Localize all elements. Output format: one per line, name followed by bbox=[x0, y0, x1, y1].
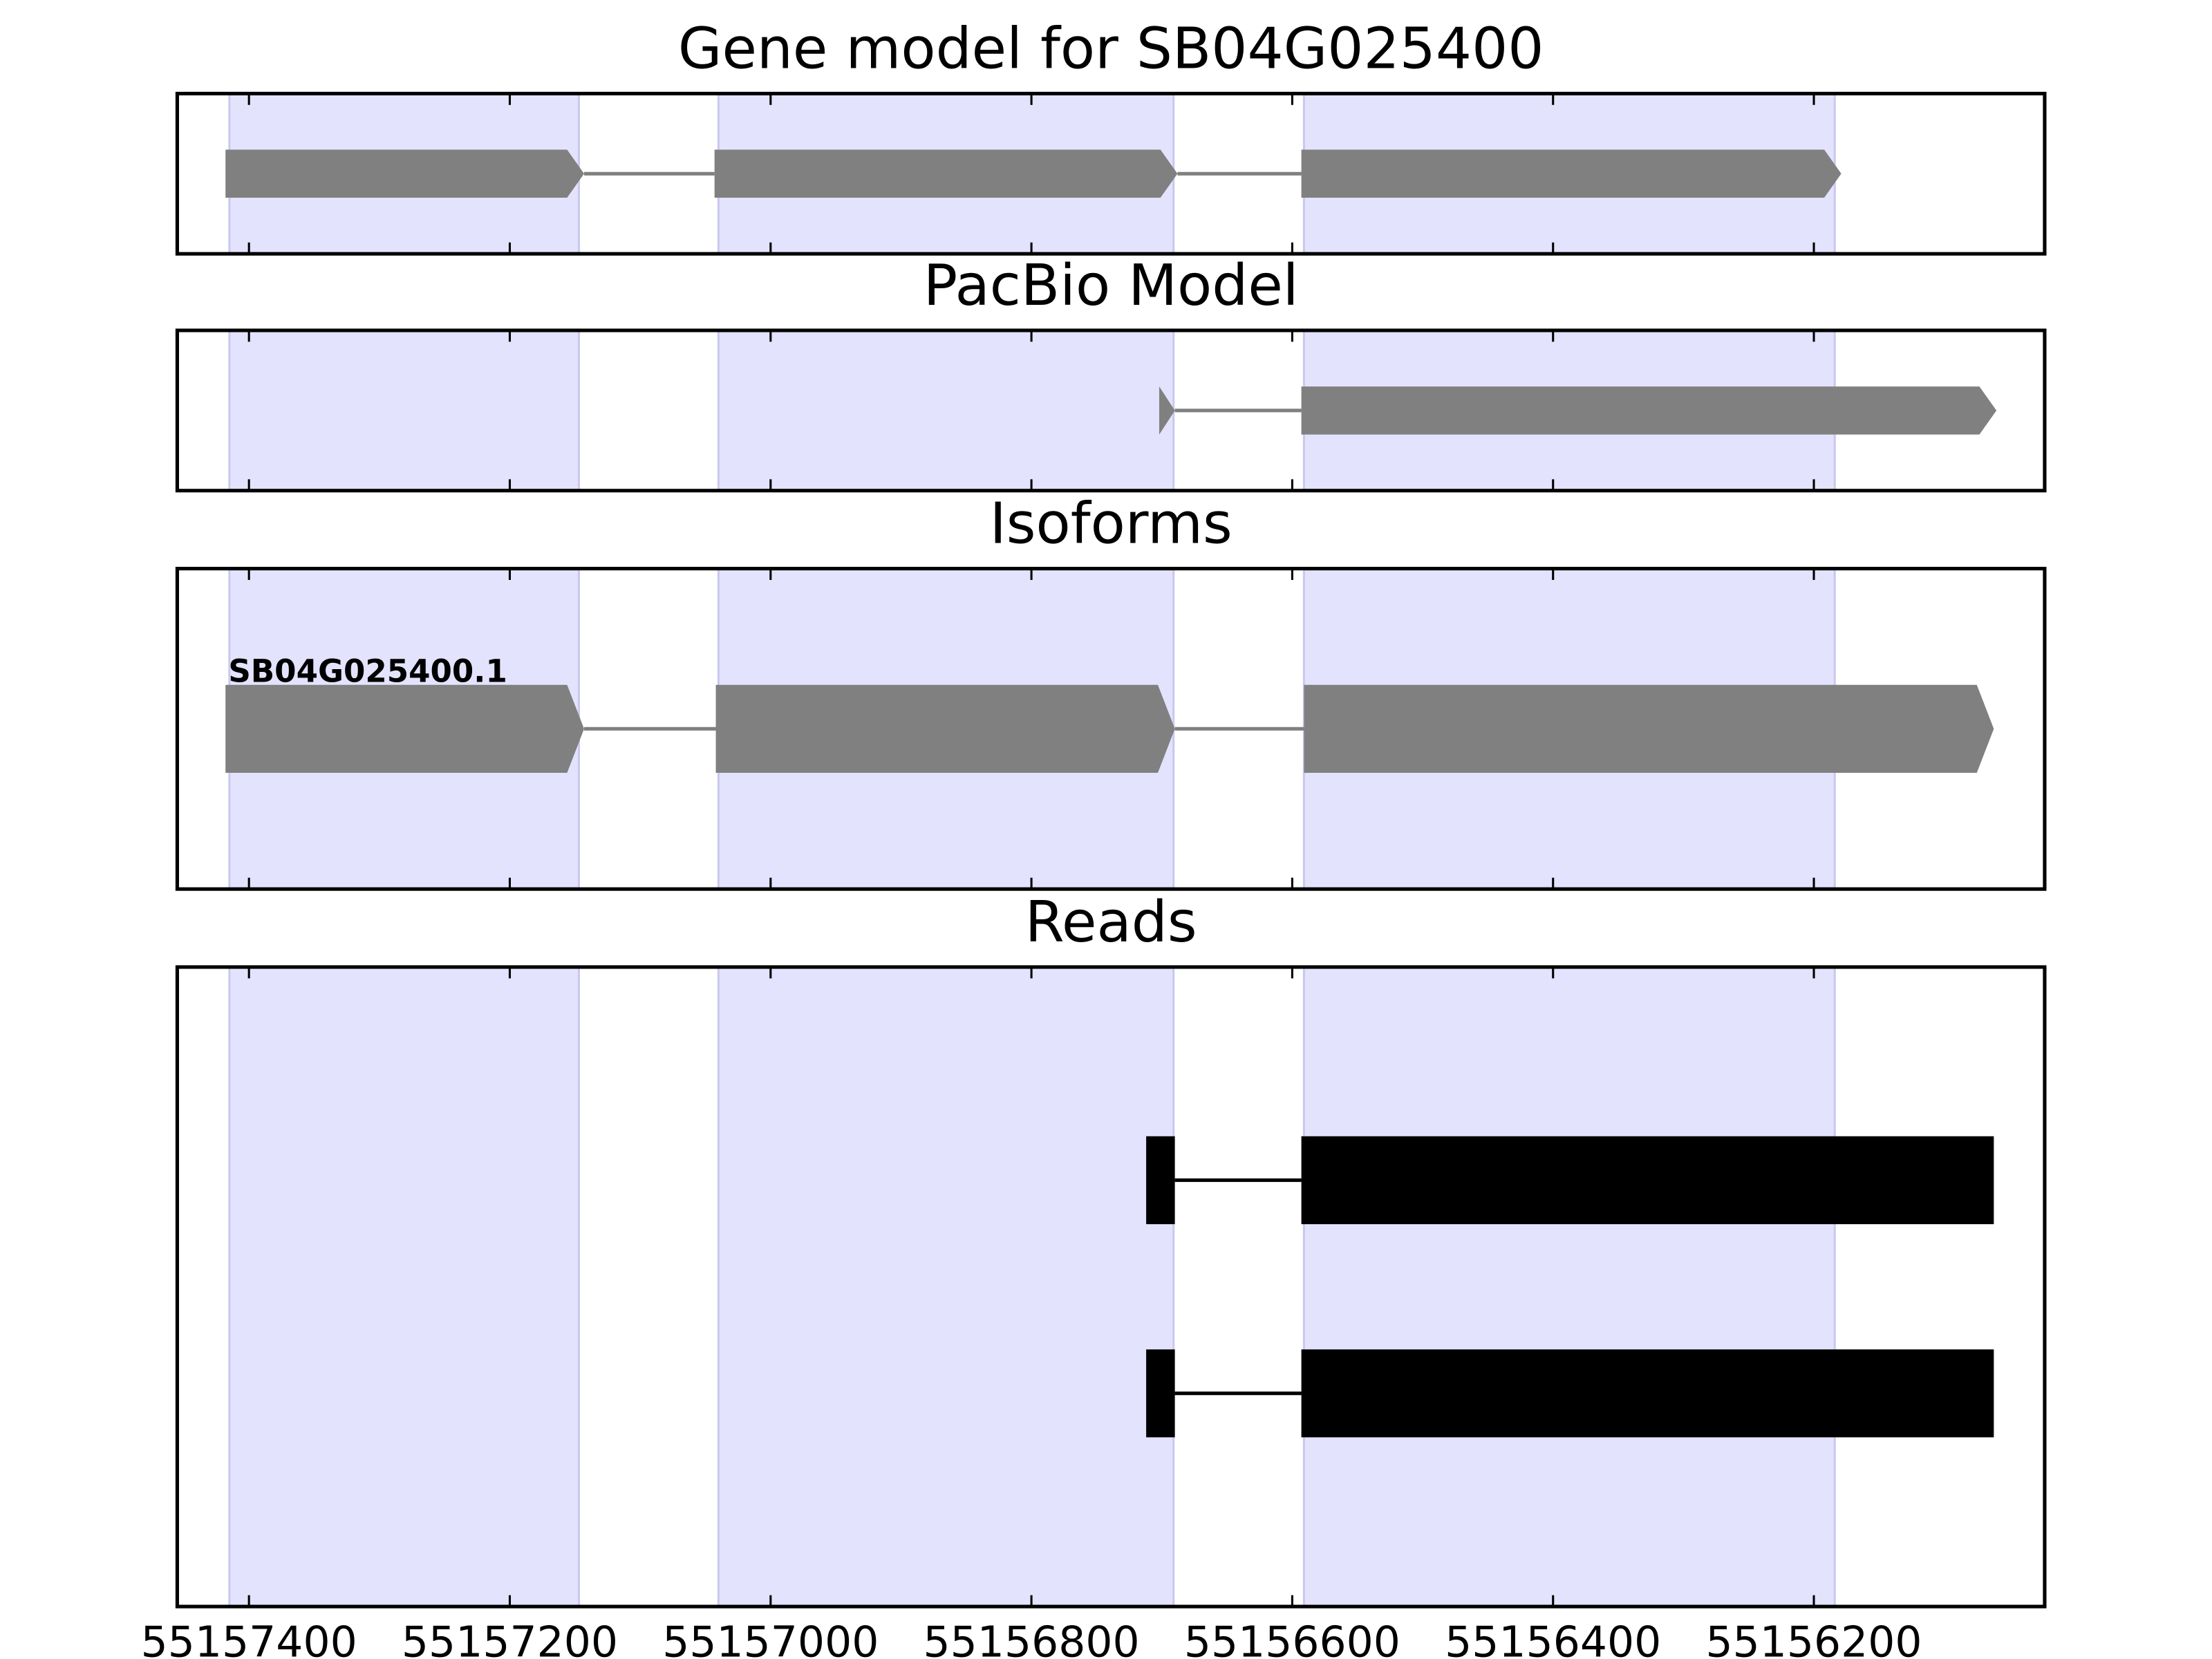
exon bbox=[1301, 1349, 1994, 1438]
exon bbox=[1301, 149, 1841, 198]
x-tick-label: 55156800 bbox=[924, 1618, 1140, 1659]
exon-highlight bbox=[228, 329, 581, 492]
x-tick-label: 55157000 bbox=[662, 1618, 879, 1659]
panel-title: Reads bbox=[1025, 890, 1197, 955]
panel-frame bbox=[175, 567, 2047, 891]
exon-highlight bbox=[228, 966, 581, 1608]
exon bbox=[715, 684, 1175, 773]
x-tick-label: 55156600 bbox=[1184, 1618, 1400, 1659]
exon bbox=[1159, 386, 1175, 435]
x-tick-label: 55156400 bbox=[1445, 1618, 1661, 1659]
x-tick-label: 55156200 bbox=[1705, 1618, 1922, 1659]
exon-highlight bbox=[717, 966, 1175, 1608]
exon-highlight bbox=[717, 329, 1175, 492]
isoform-label: SB04G025400.1 bbox=[228, 653, 507, 689]
panel-frame bbox=[175, 965, 2047, 1609]
panel-title: PacBio Model bbox=[924, 253, 1299, 319]
exon bbox=[1146, 1349, 1175, 1438]
exon-highlight bbox=[1302, 966, 1836, 1608]
exon bbox=[225, 149, 585, 198]
exon bbox=[1301, 1136, 1994, 1224]
panel-title: Gene model for SB04G025400 bbox=[678, 16, 1544, 82]
panel-frame bbox=[175, 328, 2047, 493]
exon bbox=[225, 684, 585, 773]
exon bbox=[714, 149, 1178, 198]
exon bbox=[1301, 386, 1997, 435]
x-tick-label: 55157200 bbox=[402, 1618, 618, 1659]
exon bbox=[1304, 684, 1994, 773]
x-tick-label: 55157400 bbox=[141, 1618, 357, 1659]
panel-title: Isoforms bbox=[990, 491, 1232, 557]
panel-frame bbox=[175, 91, 2047, 256]
exon bbox=[1146, 1136, 1175, 1224]
